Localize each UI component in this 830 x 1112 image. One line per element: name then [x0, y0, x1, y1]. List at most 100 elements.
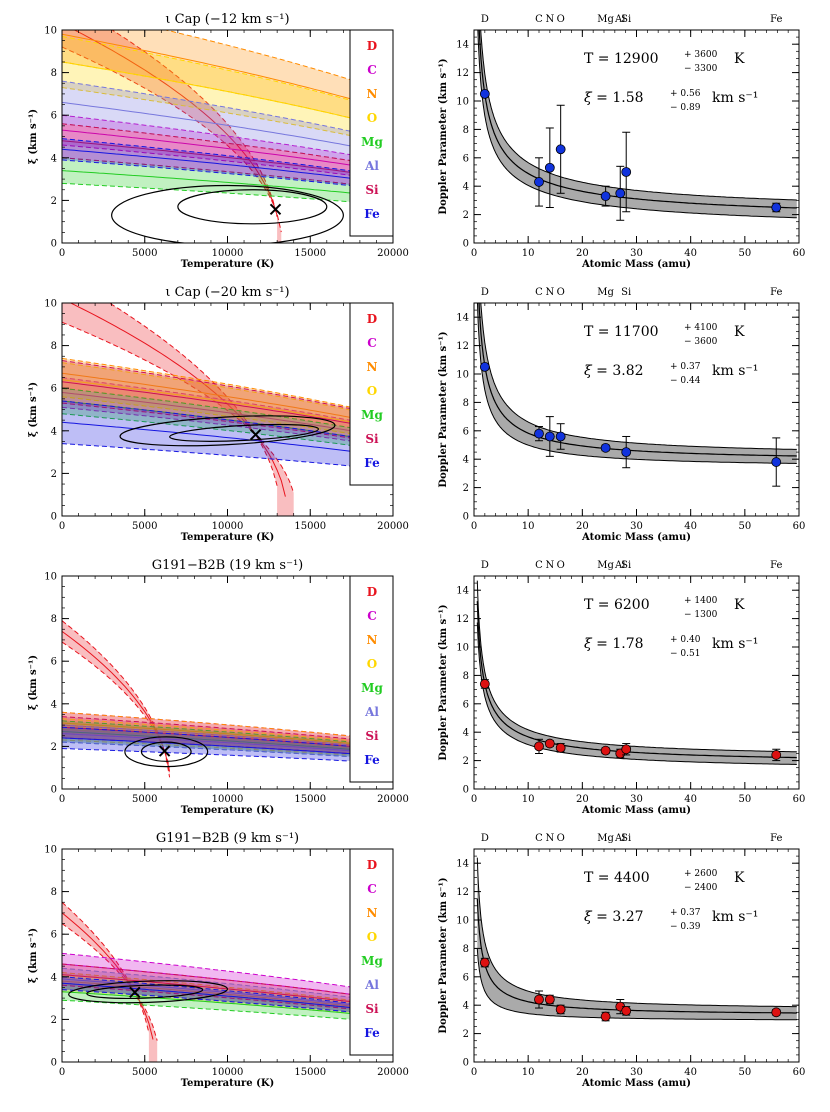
- left-panel-2-left-xtick-label: 15000: [294, 521, 326, 532]
- data-point: [534, 177, 544, 187]
- band-Mg: [62, 157, 393, 206]
- element-label-N: N: [545, 14, 554, 25]
- element-label-Si: Si: [621, 14, 631, 25]
- left-panel-3-left-xtick-label: 15000: [294, 794, 326, 805]
- right-panel-3-right-ytick-label: 6: [463, 699, 469, 710]
- confidence-contour: [140, 741, 192, 762]
- temperature-minus: − 3300: [684, 64, 718, 74]
- data-point: [479, 679, 490, 689]
- legend-entry-Fe: Fe: [364, 753, 380, 767]
- data-point: [621, 447, 632, 458]
- temperature-minus: − 2400: [684, 883, 718, 893]
- right-panel-4-right-ytick-label: 4: [463, 1001, 469, 1012]
- turbulence-minus: − 0.51: [670, 649, 700, 659]
- right-panel-2-right-xlabel: Atomic Mass (amu): [581, 532, 691, 543]
- legend-entry-Mg: Mg: [361, 135, 383, 149]
- band-center-Fe: [62, 737, 393, 758]
- left-panel-1-left-xtick-label: 15000: [294, 248, 326, 259]
- legend-box: [349, 575, 394, 783]
- element-label-Si: Si: [621, 560, 631, 571]
- element-label-Si: Si: [621, 287, 631, 298]
- band-Si: [62, 716, 393, 757]
- panel-title: G191−B2B (19 km s⁻¹): [152, 558, 304, 573]
- data-point: [621, 1005, 632, 1016]
- left-bands-2: [62, 303, 393, 516]
- fit-upper-curve: [480, 303, 797, 450]
- temperature-unit: K: [734, 870, 745, 886]
- right-panel-4-right-xtick-label: 40: [684, 1067, 697, 1078]
- band-edge-O: [62, 35, 393, 113]
- left-panel-4-left-ylabel: ξ (km s⁻¹): [28, 928, 39, 983]
- temperature-value: 12900: [614, 51, 659, 67]
- turbulence-symbol: ξ: [584, 90, 593, 106]
- turbulence-result: ξ = 3.27: [584, 909, 644, 925]
- right-panel-2-right-xtick-label: 10: [522, 521, 535, 532]
- temperature-plus: + 2600: [684, 869, 718, 879]
- element-label-Mg: Mg: [597, 560, 614, 571]
- band-edge-Fe: [62, 748, 393, 764]
- fit-uncertainty-band: [477, 30, 797, 218]
- right-panel-1: 0 10 20 30 40 50 60 0 2 4 6 8 10 12 14 Atomic Mass (amu…: [438, 14, 805, 270]
- right-panel-4-right-xtick-label: 20: [576, 1067, 589, 1078]
- right-panel-3: 0 10 20 30 40 50 60 0 2 4 6 8 10 12 14 Atomic Mass (amu…: [438, 560, 805, 816]
- fit-uncertainty-band: [477, 857, 797, 1020]
- right-panel-3-right-xtick-label: 30: [630, 794, 643, 805]
- element-label-O: O: [557, 560, 565, 571]
- data-point: [544, 431, 555, 442]
- band-center-Al: [62, 733, 393, 755]
- data-point: [555, 431, 566, 442]
- band-Fe: [62, 727, 393, 764]
- band-center-O: [62, 379, 393, 431]
- legend-entry-Mg: Mg: [361, 681, 383, 695]
- band-edge-Fe: [62, 989, 393, 1017]
- right-panel-2-right-ylabel: Doppler Parameter (km s⁻¹): [438, 331, 449, 487]
- right-panel-2-right-ytick-label: 8: [463, 398, 469, 409]
- turbulence-unit: km s⁻¹: [712, 90, 758, 106]
- legend-entry-D: D: [367, 39, 377, 53]
- left-panel-3-left-ytick-label: 0: [51, 785, 57, 796]
- temperature-plus: + 4100: [684, 323, 718, 333]
- band-edge-Al: [62, 741, 393, 760]
- right-panel-1-right-ytick-label: 6: [463, 153, 469, 164]
- right-panel-2-right-xtick-label: 60: [793, 521, 806, 532]
- element-label-O: O: [557, 833, 565, 844]
- confidence-contour: [111, 184, 344, 243]
- fit-upper-curve: [476, 857, 797, 1008]
- element-label-N: N: [545, 287, 554, 298]
- right-panel-3-right-ytick-label: 12: [456, 614, 469, 625]
- band-center-O: [62, 61, 393, 129]
- legend-entry-Si: Si: [365, 1002, 379, 1016]
- fit-best-curve: [478, 303, 797, 457]
- band-center-Mg: [62, 991, 393, 1018]
- right-panel-2-right-xtick-label: 0: [471, 521, 477, 532]
- left-panel-3-left-xlabel: Temperature (K): [181, 805, 275, 816]
- fit-lower-curve: [476, 303, 797, 464]
- left-panel-4-left-xtick-label: 15000: [294, 1067, 326, 1078]
- right-panel-3-right-ylabel: Doppler Parameter (km s⁻¹): [438, 604, 449, 760]
- left-panel-3-left-xtick-label: 10000: [212, 794, 244, 805]
- turbulence-eq: =: [592, 909, 613, 925]
- legend-entry-C: C: [367, 882, 377, 896]
- left-panel-1-left-ytick-label: 4: [51, 153, 57, 164]
- element-label-Fe: Fe: [770, 833, 782, 844]
- band-center-Fe: [62, 148, 393, 185]
- left-panel-1-left-ytick-label: 8: [51, 68, 57, 79]
- band-D: [62, 30, 282, 243]
- data-point: [555, 742, 566, 753]
- data-point: [771, 1007, 782, 1018]
- band-edge-N: [62, 711, 393, 741]
- best-fit-marker: [129, 986, 141, 999]
- legend-box: [349, 848, 394, 1056]
- turbulence-eq: =: [592, 363, 613, 379]
- data-point: [534, 741, 544, 752]
- right-panel-3-right-ytick-label: 4: [463, 728, 469, 739]
- confidence-contour: [169, 423, 320, 442]
- element-label-Mg: Mg: [597, 14, 614, 25]
- right-panel-2-right-xtick-label: 20: [576, 521, 589, 532]
- temperature-value: 11700: [614, 324, 659, 340]
- turbulence-value: 1.78: [612, 636, 643, 652]
- right-panel-3-right-xtick-label: 10: [522, 794, 535, 805]
- turbulence-minus: − 0.39: [670, 922, 701, 932]
- legend-entry-D: D: [367, 858, 377, 872]
